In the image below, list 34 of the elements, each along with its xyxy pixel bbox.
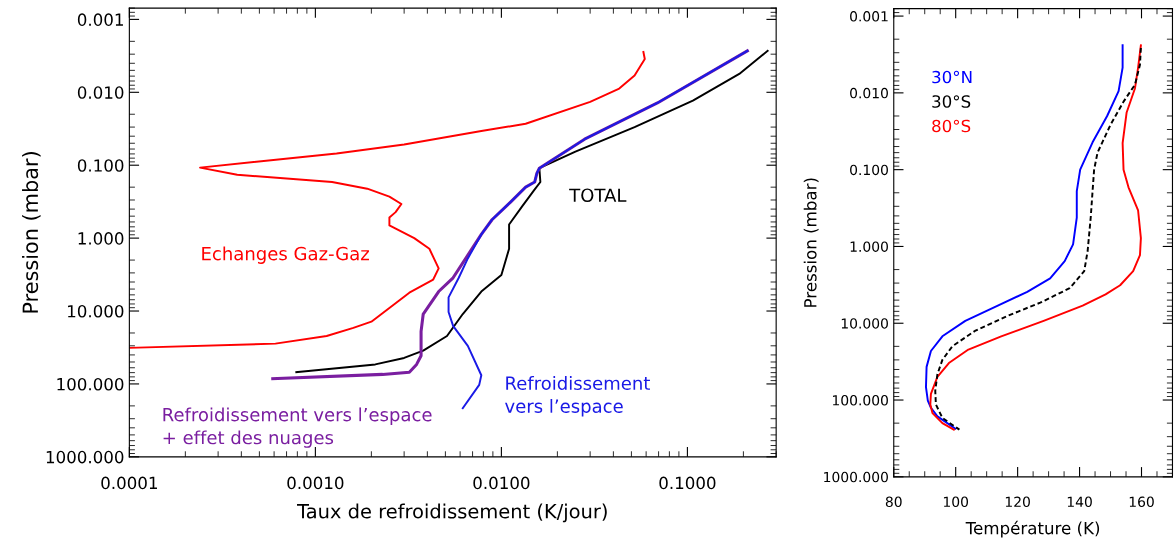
y-tick-label: 1.000: [78, 232, 124, 245]
x-tick-label: 80: [885, 496, 902, 508]
y-tick-label: 0.001: [850, 11, 888, 22]
x-tick-label: 120: [1005, 496, 1030, 508]
series-label: Echanges Gaz-Gaz: [202, 246, 369, 264]
text: 30°S: [932, 95, 971, 108]
y-axis-title: Pression (mbar): [803, 178, 819, 307]
y-tick-label: 100.000: [57, 377, 124, 391]
x-tick-label: 0.1000: [659, 476, 716, 490]
x-tick-label: 0.0010: [287, 476, 344, 490]
x-axis-title: Température (K): [965, 520, 1100, 538]
y-tick-label: 0.010: [850, 87, 888, 99]
y-tick-label: 100.000: [832, 395, 888, 406]
text: 30°N: [932, 70, 972, 84]
y-tick-label: 10.000: [841, 318, 888, 329]
y-tick-label: 0.001: [77, 13, 123, 26]
x-axis-title: Taux de refroidissement (K/jour): [297, 503, 607, 523]
text: Refroidissement vers l’espace + effet des nuages: [163, 407, 432, 448]
series-label: TOTAL: [569, 188, 627, 203]
x-tick-label: 100: [943, 496, 969, 508]
x-tick-label: 140: [1067, 496, 1092, 508]
x-tick-label: 0.0001: [101, 476, 157, 490]
y-tick-label: 0.100: [77, 159, 124, 172]
y-tick-label: 0.100: [850, 164, 888, 176]
x-tick-label: 0.0100: [473, 476, 530, 490]
y-tick-label: 0.010: [77, 86, 124, 99]
y-tick-label: 1000.000: [824, 471, 888, 483]
y-tick-label: 1000.000: [46, 450, 124, 464]
series-label: Refroidissement vers l’espace: [505, 376, 650, 417]
y-axis-title: Pression (mbar): [22, 152, 41, 313]
y-tick-label: 10.000: [68, 304, 124, 318]
y-tick-label: 1.000: [850, 241, 888, 252]
x-tick-label: 160: [1129, 496, 1154, 508]
text: 80°S: [932, 119, 971, 133]
